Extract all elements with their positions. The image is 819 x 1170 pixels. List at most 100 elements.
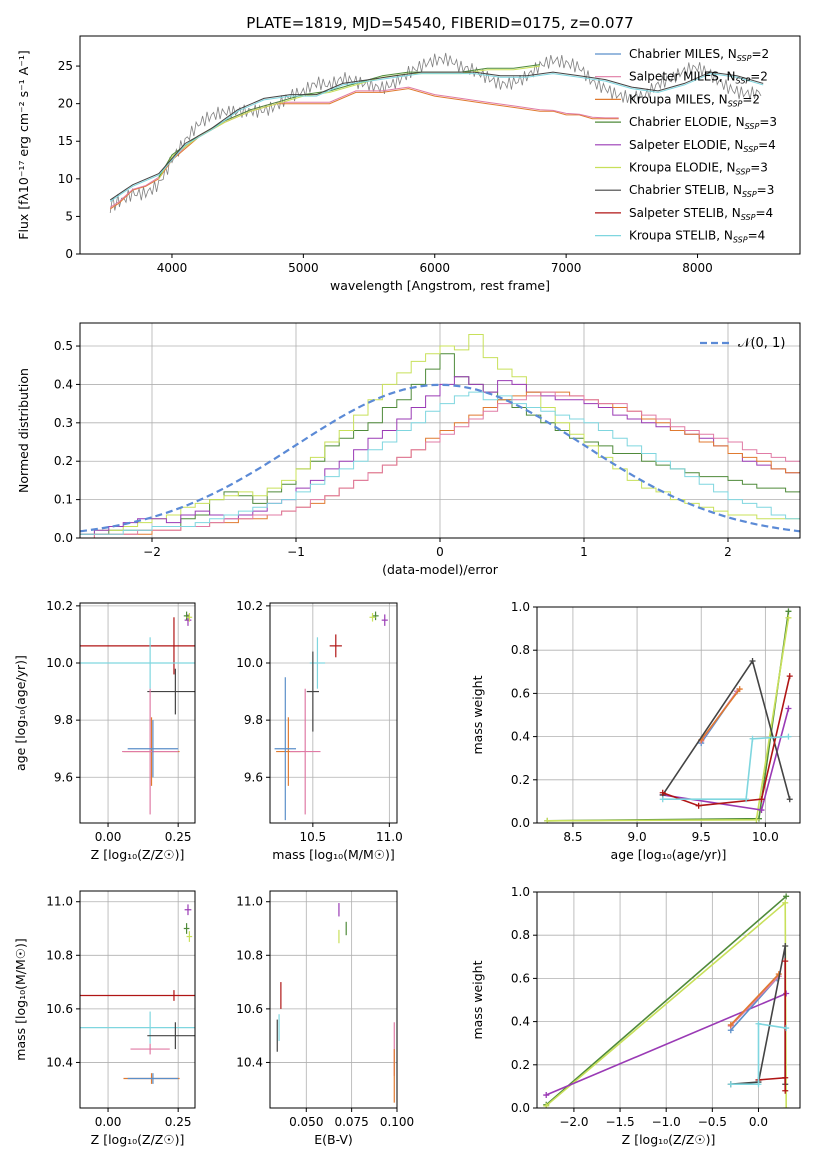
weight-marker [753,816,760,823]
x-axis-label: Z [log₁₀(Z/Z☉)] [91,1132,185,1147]
weight-marker [783,1025,790,1032]
weight-marker [782,1087,789,1094]
y-tick-label: 10.2 [236,599,263,613]
y-tick-label: 9.6 [54,770,73,784]
y-axis-label: Flux [fλ10⁻¹⁷ erg cm⁻² s⁻¹ A⁻¹] [16,50,31,239]
weight-marker [782,943,789,949]
y-tick-label: 10.4 [236,1055,263,1069]
x-tick-label: 8.5 [563,830,582,844]
weight-marker [727,1081,734,1088]
mass_vs_Z-panel: 0.00 0.25 10.4 10.6 10.8 11.0 Z [log₁₀(Z/Z☉)] m… [13,890,196,1147]
weight_vs_age-plot-area [544,608,793,823]
weight-marker [785,705,792,712]
y-tick-label: 11.0 [46,895,73,909]
gauss-curve [80,383,800,533]
y-tick-label: 10.0 [236,656,263,670]
x-tick-label: 10.5 [299,830,326,844]
legend-label: 𝒩(0, 1) [738,336,785,351]
x-tick-label: −2 [143,545,161,559]
weight-marker [659,796,666,803]
legend-label: Kroupa STELIB, NSSP=4 [629,229,765,245]
weight-marker [785,608,792,615]
y-tick-label: 10 [58,172,73,186]
y-tick-label: 0.0 [54,531,73,545]
y-tick-label: 0.1 [54,493,73,507]
x-tick-label: 0.25 [165,1115,192,1129]
x-tick-label: −1.5 [605,1115,634,1129]
y-tick-label: 0.3 [54,416,73,430]
legend-label: Chabrier MILES, NSSP=2 [629,47,769,63]
x-tick-label: 0.100 [380,1115,414,1129]
x-axis-label: age [log₁₀(age/yr)] [611,847,727,862]
weight-marker [727,1021,734,1028]
weight-marker [783,990,790,997]
mass_vs_ebv-frame [269,890,398,1109]
x-axis-label: E(B-V) [314,1132,353,1147]
mass_vs_ebv-plot-area [276,903,395,1103]
weight-marker [743,796,750,803]
y-tick-label: 10.2 [46,599,73,613]
x-tick-label: −1.0 [652,1115,681,1129]
x-tick-label: 5000 [288,261,319,275]
histogram-step [80,391,800,538]
weight_vs_Z-plot-area [543,893,790,1108]
weight_vs_Z-frame [536,891,801,1109]
weight-line [758,961,787,1091]
y-tick-label: 10.6 [236,1002,263,1016]
weight-line [700,688,741,741]
y-tick-label: 0.4 [511,730,530,744]
y-tick-label: 11.0 [236,895,263,909]
x-tick-label: 0 [436,545,444,559]
weight-marker [543,1092,550,1099]
model-line [109,71,764,201]
x-axis-label: Z [log₁₀(Z/Z☉)] [91,847,185,862]
residuals-panel: −2 −1 0 1 2 0.0 0.1 0.2 0.3 0.4 0.5 (data-model)/er… [16,322,801,577]
mass_vs_ebv-panel: 0.050 0.075 0.100 10.4 10.6 10.8 11.0 E(B-V) [236,890,414,1147]
weight-marker [736,686,743,693]
weight-marker [782,1074,789,1081]
model-line [109,88,619,210]
x-tick-label: 6000 [419,261,450,275]
y-axis-label: Normed distribution [16,368,31,493]
x-tick-label: 9.0 [628,830,647,844]
legend-label: Kroupa ELODIE, NSSP=3 [629,161,768,177]
y-tick-label: 9.6 [244,770,263,784]
y-axis-label: mass weight [470,675,485,754]
weight-marker [749,658,756,664]
weight-marker [755,1081,762,1088]
x-tick-label: −0.5 [698,1115,727,1129]
legend-label: Chabrier ELODIE, NSSP=3 [629,115,777,131]
weight-marker [786,796,793,803]
weight-marker [758,796,765,803]
y-tick-label: 0.2 [511,1058,530,1072]
spectrum-panel: 4000 5000 6000 7000 8000 0 5 10 15 20 25 wavelength… [16,35,801,293]
y-tick-label: 10.8 [236,948,263,962]
legend-label: Kroupa MILES, NSSP=2 [629,92,760,108]
x-tick-label: 0.00 [95,830,122,844]
age_vs_Z-plot-area [80,611,195,815]
y-tick-label: 5 [65,209,73,223]
y-axis-label: age [log₁₀(age/yr)] [13,655,28,771]
weight-marker [782,958,789,965]
weight-line [730,975,780,1027]
age_vs_Z-frame [79,602,196,824]
y-tick-label: 0.2 [511,773,530,787]
y-tick-label: 0 [65,247,73,261]
x-tick-label: 0.0 [749,1115,768,1129]
mass_vs_Z-plot-area [80,904,195,1084]
x-tick-label: 7000 [551,261,582,275]
weight-marker [659,789,666,796]
age_vs_mass-plot-area [274,611,388,821]
y-tick-label: 0.5 [54,339,73,353]
x-axis-label: Z [log₁₀(Z/Z☉)] [622,1132,716,1147]
weight-marker [785,733,792,740]
y-axis-label: mass weight [470,960,485,1039]
y-tick-label: 10.0 [46,656,73,670]
y-tick-label: 15 [58,134,73,148]
x-tick-label: 0.050 [289,1115,323,1129]
weight-marker [695,802,702,809]
y-tick-label: 1.0 [511,885,530,899]
weight-marker [782,899,789,906]
y-axis-label: mass [log₁₀(M/M☉)] [13,938,28,1060]
